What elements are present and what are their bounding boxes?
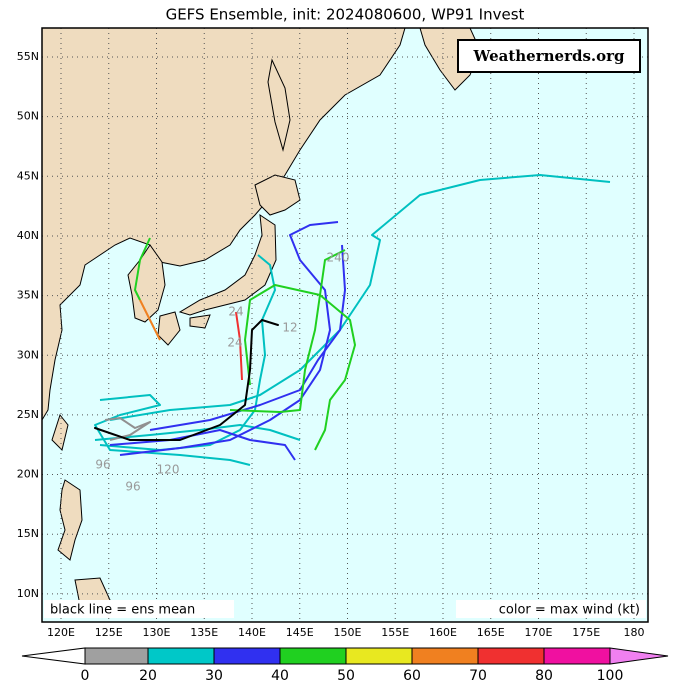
lat-label: 40N	[17, 229, 39, 242]
colorbar-swatch	[147, 647, 215, 665]
lon-label: 160E	[429, 626, 457, 639]
watermark: Weathernerds.org	[472, 47, 625, 65]
lon-label: 145E	[286, 626, 314, 639]
colorbar-swatch	[345, 647, 413, 665]
shikoku	[189, 314, 211, 329]
lat-label: 55N	[17, 50, 39, 63]
colorbar-label: 40	[271, 668, 289, 684]
ensemble-tracks	[94, 174, 611, 466]
track	[94, 424, 301, 441]
colorbar-label: 20	[139, 668, 157, 684]
track	[134, 237, 151, 301]
colorbar-label: 80	[535, 668, 553, 684]
colorbar-label: 60	[403, 668, 421, 684]
colorbar-swatch	[477, 647, 545, 665]
lon-label: 140E	[238, 626, 266, 639]
track	[244, 284, 356, 451]
track-label: 96	[125, 480, 140, 494]
track-label: 96	[95, 458, 110, 472]
land	[41, 27, 481, 616]
lon-label: 170E	[525, 626, 553, 639]
legend-left: black line = ens mean	[50, 603, 195, 618]
colorbar-swatch	[279, 647, 347, 665]
colorbar-label: 70	[469, 668, 487, 684]
track	[109, 174, 611, 421]
track	[94, 394, 251, 466]
lat-label: 35N	[17, 289, 39, 302]
honshu	[178, 213, 277, 316]
lat-label: 20N	[17, 468, 39, 481]
lat-label: 10N	[17, 587, 39, 600]
track	[149, 244, 346, 431]
colorbar-label: 50	[337, 668, 355, 684]
colorbar-label: 30	[205, 668, 223, 684]
lon-label: 135E	[190, 626, 218, 639]
ens-mean-track	[94, 319, 279, 441]
lon-label: 165E	[477, 626, 505, 639]
sakhalin	[267, 58, 291, 152]
track-label: 120	[157, 463, 180, 477]
track	[235, 311, 243, 381]
watermark-box	[457, 39, 641, 73]
track-label: 24	[227, 336, 242, 350]
lon-label: 120E	[47, 626, 75, 639]
lat-label: 45N	[17, 169, 39, 182]
colorbar-low	[21, 647, 86, 665]
colorbar-high	[609, 647, 669, 665]
taiwan	[51, 413, 69, 451]
lon-label: 150E	[334, 626, 362, 639]
track	[139, 299, 161, 341]
lon-label: 125E	[95, 626, 123, 639]
legend-box	[44, 600, 234, 618]
colorbar-swatch	[411, 647, 479, 665]
hokkaido	[254, 174, 301, 216]
colorbar-label: 100	[597, 668, 624, 684]
track-label: 24	[228, 305, 243, 319]
lat-label: 15N	[17, 527, 39, 540]
lat-label: 25N	[17, 408, 39, 421]
lon-label: 130E	[143, 626, 171, 639]
colorbar	[21, 647, 669, 665]
map-frame	[41, 27, 649, 623]
track-label: 240	[327, 251, 350, 265]
colorbar-swatch	[543, 647, 611, 665]
track-label: 12	[282, 321, 297, 335]
lat-label: 50N	[17, 110, 39, 123]
colorbar-swatch	[213, 647, 281, 665]
lat-label: 30N	[17, 348, 39, 361]
luzon	[57, 479, 83, 561]
legend-box	[456, 600, 646, 618]
lon-label: 155E	[381, 626, 409, 639]
colorbar-swatch	[84, 647, 149, 665]
kyushu	[157, 311, 181, 346]
lon-label: 175E	[572, 626, 600, 639]
track	[229, 249, 346, 413]
lon-label: 180	[624, 626, 645, 639]
track	[104, 417, 151, 441]
colorbar-label: 0	[81, 668, 90, 684]
title: GEFS Ensemble, init: 2024080600, WP91 In…	[166, 6, 525, 24]
korea	[127, 244, 166, 323]
legend-right: color = max wind (kt)	[499, 603, 640, 618]
